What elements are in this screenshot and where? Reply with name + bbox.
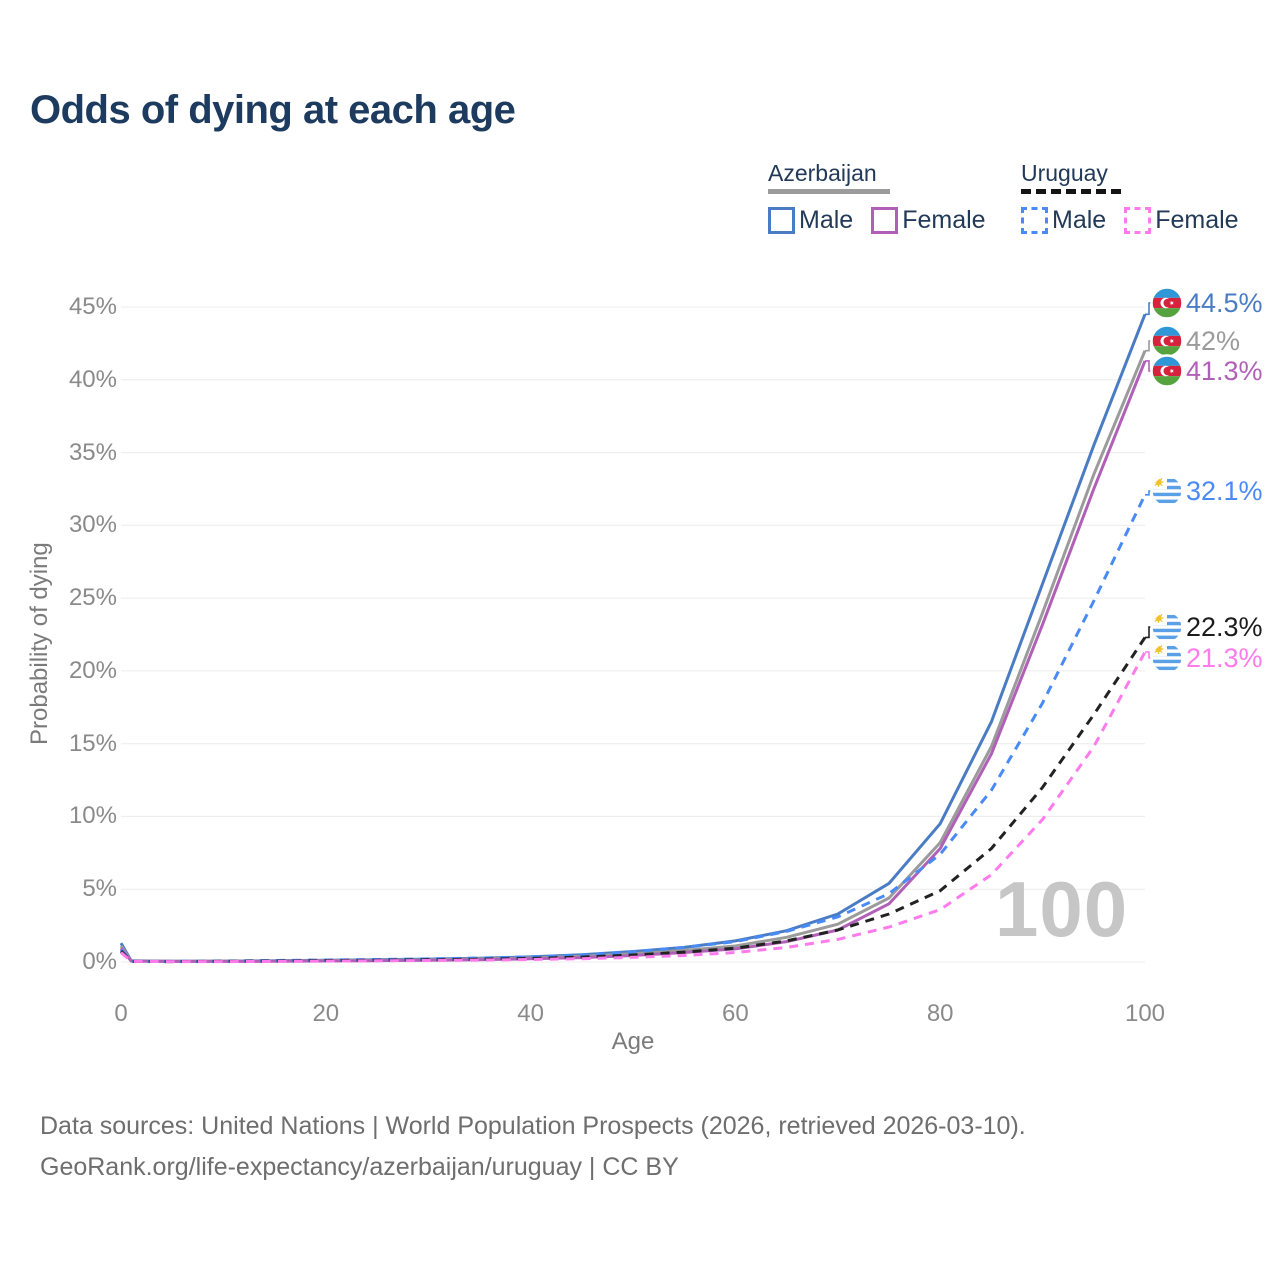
y-tick-label: 15%: [68, 729, 117, 757]
uruguay-male-swatch-icon: [1021, 207, 1048, 234]
azerbaijan-flag-icon: [1150, 324, 1184, 358]
plot-area[interactable]: [121, 307, 1145, 962]
legend-azerbaijan-underline-solid: [768, 189, 890, 194]
legend-item-label: Male: [1052, 206, 1107, 234]
series-end-value-uruguay-male: 32.1%: [1186, 476, 1263, 506]
legend-item-label: Female: [1155, 206, 1239, 234]
footer-data-sources: Data sources: United Nations | World Pop…: [40, 1112, 1026, 1140]
y-tick-label: 20%: [68, 656, 117, 684]
legend-uruguay-underline-dashed: [1021, 189, 1121, 194]
y-tick-label: 45%: [68, 293, 117, 320]
azerbaijan-female-swatch-icon: [871, 207, 899, 234]
x-tick-label: 0: [114, 1000, 128, 1027]
legend-item-azerbaijan-female[interactable]: Female: [871, 206, 986, 235]
x-tick-label: 60: [722, 1000, 749, 1027]
legend-group-azerbaijan: Azerbaijan Male Female: [768, 160, 986, 235]
legend-item-azerbaijan-male[interactable]: Male: [768, 206, 853, 235]
page-title: Odds of dying at each age: [30, 88, 516, 132]
y-tick-label: 35%: [68, 438, 117, 466]
x-tick-label: 20: [312, 1000, 340, 1027]
age-watermark: 100: [995, 865, 1129, 953]
series-end-value-azerbaijan-both-sexes: 42%: [1186, 326, 1241, 356]
y-tick-label: 10%: [68, 802, 117, 830]
legend-group-uruguay: Uruguay Male Female: [1021, 160, 1239, 235]
footer: Data sources: United Nations | World Pop…: [40, 1106, 1026, 1188]
uruguay-female-swatch-icon: [1124, 207, 1152, 234]
legend-item-uruguay-female[interactable]: Female: [1124, 206, 1239, 235]
uruguay-flag-icon: [1150, 610, 1184, 644]
x-axis-title: Age: [611, 1028, 655, 1055]
series-end-value-azerbaijan-female: 41.3%: [1186, 356, 1263, 386]
series-end-value-uruguay-both-sexes: 22.3%: [1186, 612, 1263, 642]
azerbaijan-flag-icon: [1150, 354, 1184, 388]
legend-item-label: Female: [902, 206, 986, 234]
y-tick-label: 5%: [82, 875, 117, 903]
y-tick-label: 25%: [68, 584, 117, 612]
azerbaijan-flag-icon: [1150, 286, 1184, 320]
uruguay-flag-icon: [1150, 474, 1184, 508]
uruguay-flag-icon: [1150, 641, 1184, 675]
footer-attribution-link: GeoRank.org/life-expectancy/azerbaijan/u…: [40, 1153, 679, 1181]
legend-azerbaijan-label: Azerbaijan: [768, 160, 877, 186]
x-tick-label: 100: [1124, 1000, 1166, 1027]
legend-item-label: Male: [799, 206, 854, 234]
x-tick-label: 80: [926, 1000, 954, 1027]
series-end-value-uruguay-female: 21.3%: [1186, 643, 1263, 673]
azerbaijan-male-swatch-icon: [768, 207, 795, 234]
series-end-value-azerbaijan-male: 44.5%: [1186, 288, 1263, 318]
legend-uruguay-label: Uruguay: [1021, 160, 1108, 186]
x-tick-label: 40: [517, 1000, 544, 1027]
y-tick-label: 30%: [68, 511, 117, 539]
y-tick-label: 0%: [82, 948, 117, 975]
y-tick-label: 40%: [68, 365, 117, 393]
legend-item-uruguay-male[interactable]: Male: [1021, 206, 1106, 235]
series-line-uruguay-female: [120, 651, 1147, 964]
